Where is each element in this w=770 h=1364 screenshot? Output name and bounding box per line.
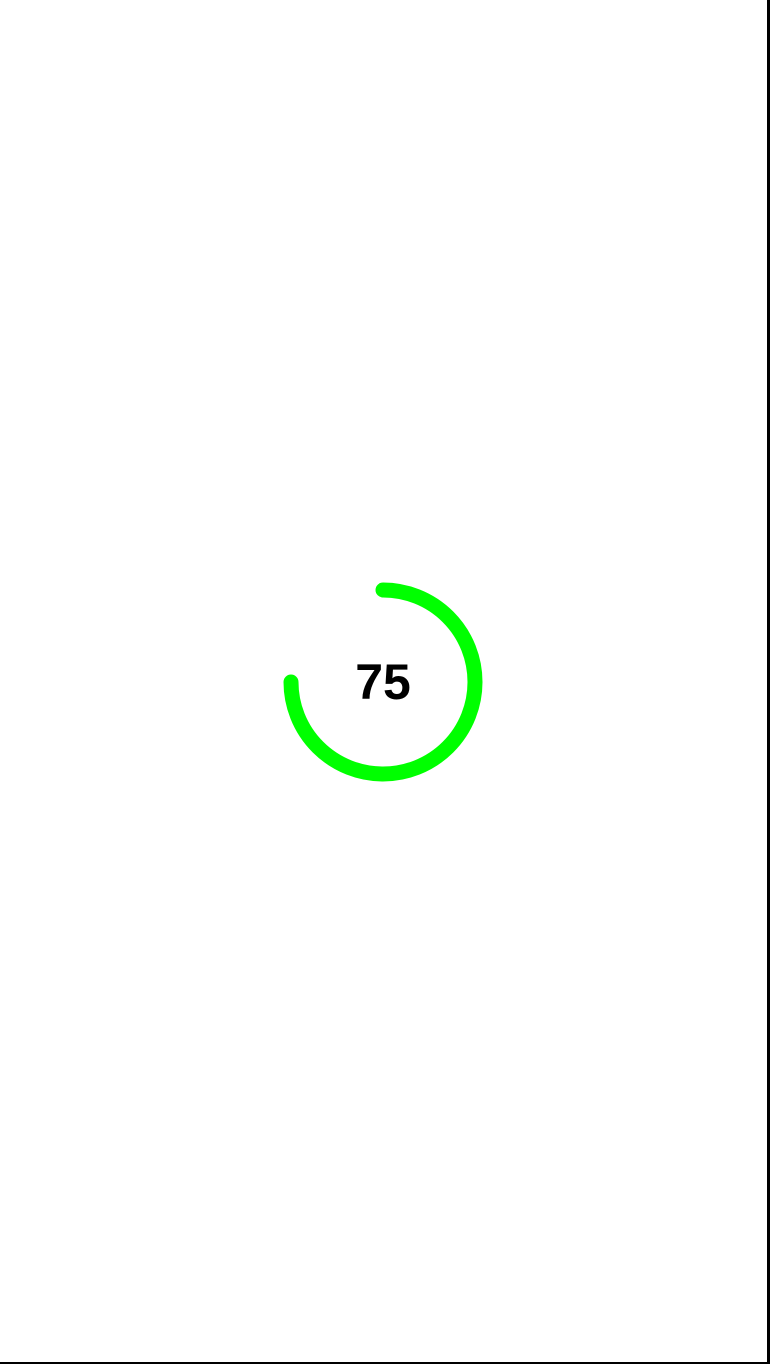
progress-value-label: 75	[355, 654, 411, 710]
progress-arc	[283, 582, 483, 782]
progress-ring-svg	[283, 582, 483, 782]
circular-progress-indicator: 75	[283, 582, 483, 782]
